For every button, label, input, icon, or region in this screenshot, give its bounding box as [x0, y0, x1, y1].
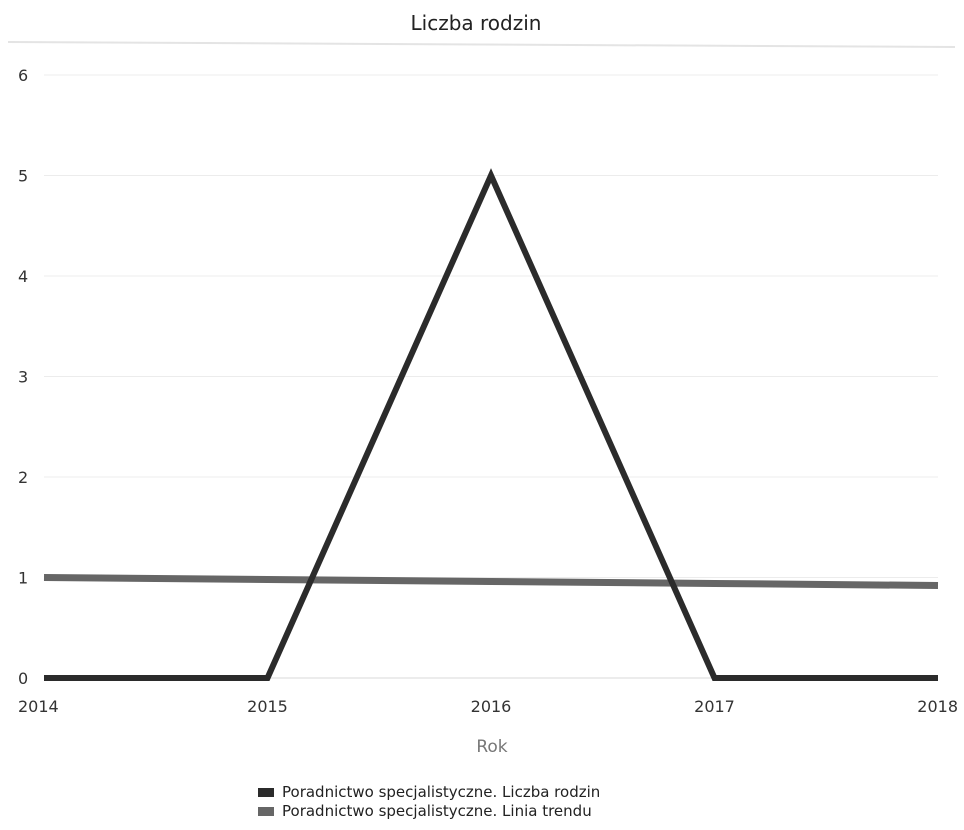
y-tick-label: 4 — [18, 267, 28, 286]
legend-item-liczba-rodzin[interactable]: Poradnictwo specjalistyczne. Liczba rodz… — [258, 783, 600, 802]
legend-item-linia-trendu[interactable]: Poradnictwo specjalistyczne. Linia trend… — [258, 802, 600, 821]
legend-label-linia-trendu: Poradnictwo specjalistyczne. Linia trend… — [282, 802, 592, 820]
legend-swatch-linia-trendu — [258, 807, 274, 816]
title-divider — [7, 41, 956, 48]
y-tick-label: 0 — [18, 669, 28, 688]
y-tick-label: 2 — [18, 468, 28, 487]
series-line-linia-trendu — [43, 574, 939, 589]
x-tick-label: 2018 — [917, 697, 958, 716]
x-tick-label: 2016 — [471, 697, 512, 716]
x-tick-label: 2015 — [247, 697, 288, 716]
legend-label-liczba-rodzin: Poradnictwo specjalistyczne. Liczba rodz… — [282, 783, 601, 801]
series-line-liczba-rodzin — [44, 168, 938, 681]
y-tick-label: 1 — [18, 569, 28, 588]
y-tick-label: 5 — [18, 167, 28, 186]
x-tick-label: 2014 — [18, 697, 59, 716]
chart-legend: Poradnictwo specjalistyczne. Liczba rodz… — [258, 783, 600, 821]
series-lines — [43, 168, 939, 681]
legend-swatch-liczba-rodzin — [258, 788, 274, 797]
y-tick-label: 3 — [18, 368, 28, 387]
y-tick-label: 6 — [18, 66, 28, 85]
chart-title: Liczba rodzin — [411, 11, 542, 35]
x-axis-title: Rok — [476, 737, 507, 757]
x-tick-label: 2017 — [694, 697, 735, 716]
y-axis-ticks: 0 1 2 3 4 5 6 — [18, 66, 28, 688]
x-axis-ticks: 2014 2015 2016 2017 2018 — [18, 697, 958, 716]
